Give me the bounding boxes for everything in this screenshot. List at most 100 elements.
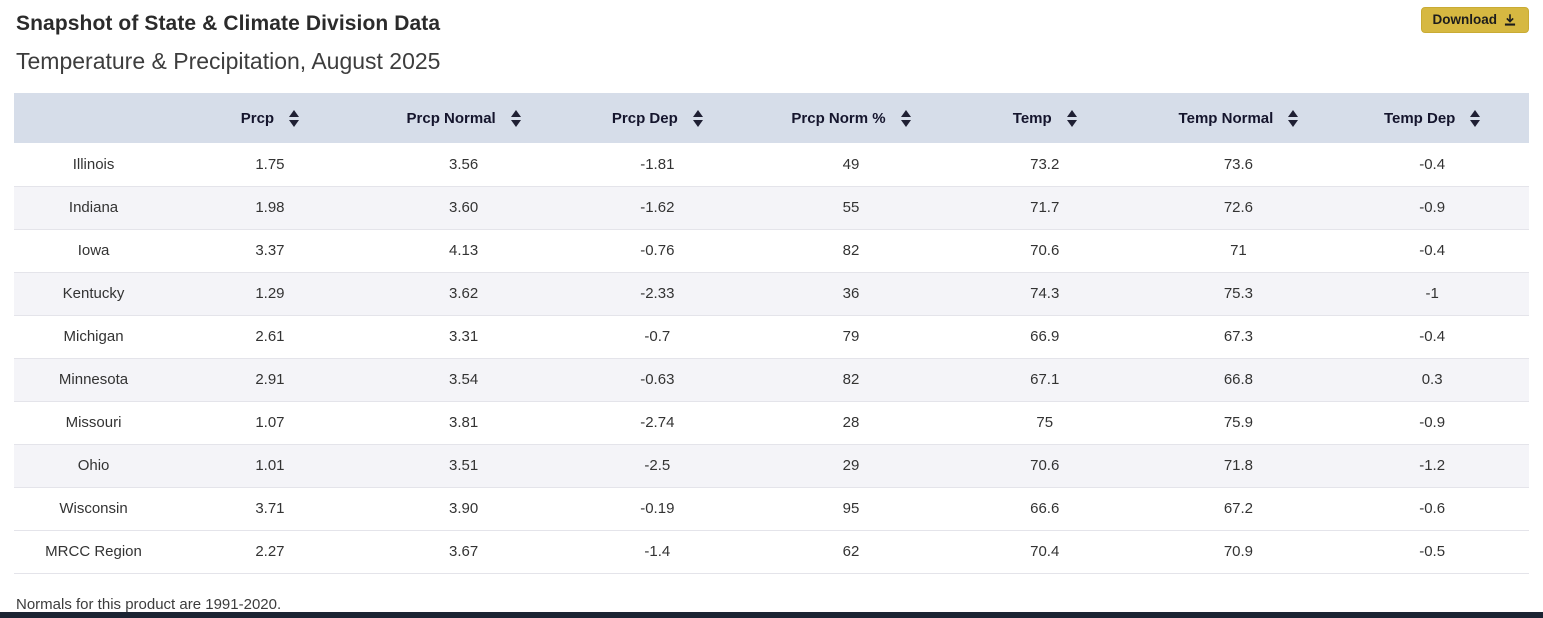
value-cell: 3.51 <box>449 457 479 474</box>
value-cell: 29 <box>842 457 860 474</box>
column-header-label: Prcp Dep <box>611 109 678 127</box>
value-cell: 55 <box>842 199 860 216</box>
value-cell: 1.29 <box>255 285 285 302</box>
sort-asc-icon <box>1066 109 1077 117</box>
value-cell: -1.4 <box>644 543 671 560</box>
download-button[interactable]: Download <box>1420 7 1529 33</box>
value-cell: 75 <box>1036 414 1054 431</box>
bottom-bar <box>0 612 1543 618</box>
sort-asc-icon <box>289 109 300 117</box>
value-cell: -0.7 <box>644 328 671 345</box>
column-header-label: Prcp Normal <box>406 109 496 127</box>
state-cell: Wisconsin <box>59 500 128 517</box>
column-header-prcp-normal[interactable]: Prcp Normal <box>366 93 561 143</box>
value-cell: 70.4 <box>1030 543 1060 560</box>
column-header-temp[interactable]: Temp <box>947 93 1142 143</box>
download-button-label: Download <box>1432 12 1498 27</box>
value-cell: -1.62 <box>640 199 675 216</box>
sort-desc-icon <box>692 119 703 127</box>
sort-icon <box>1288 109 1299 127</box>
value-cell: 95 <box>842 500 860 517</box>
value-cell: 3.31 <box>449 328 479 345</box>
column-header-label: Temp Normal <box>1178 109 1274 127</box>
value-cell: 3.54 <box>449 371 479 388</box>
sort-desc-icon <box>900 119 911 127</box>
value-cell: 70.6 <box>1030 457 1060 474</box>
value-cell: 2.91 <box>255 371 285 388</box>
sort-desc-icon <box>1470 119 1481 127</box>
sort-desc-icon <box>1066 119 1077 127</box>
state-cell: MRCC Region <box>45 543 142 560</box>
value-cell: -0.4 <box>1419 155 1446 173</box>
value-cell: -2.5 <box>644 457 671 474</box>
value-cell: 3.37 <box>255 242 285 259</box>
value-cell: -0.4 <box>1419 328 1446 345</box>
value-cell: -0.9 <box>1419 199 1446 216</box>
column-header-temp-normal[interactable]: Temp Normal <box>1141 93 1336 143</box>
column-header-prcp[interactable]: Prcp <box>173 93 367 143</box>
column-header-prcp-norm[interactable]: Prcp Norm % <box>754 93 948 143</box>
table-row: Ohio 1.01 3.51 -2.5 29 70.6 71.8 -1.2 <box>14 444 1529 487</box>
value-cell: 1.75 <box>255 155 285 173</box>
column-header-label: Prcp Norm % <box>791 109 886 127</box>
sort-asc-icon <box>692 109 703 117</box>
value-cell: 71 <box>1230 242 1247 259</box>
value-cell: -1.2 <box>1419 457 1446 474</box>
value-cell: -0.19 <box>640 500 675 517</box>
state-cell: Missouri <box>65 414 122 431</box>
value-cell: 82 <box>842 371 860 388</box>
sort-icon <box>1470 109 1481 127</box>
value-cell: 3.90 <box>449 500 479 517</box>
value-cell: 3.62 <box>449 285 479 302</box>
sort-asc-icon <box>900 109 911 117</box>
value-cell: 74.3 <box>1030 285 1060 302</box>
value-cell: 4.13 <box>449 242 479 259</box>
value-cell: -1.81 <box>640 155 675 173</box>
table-row: Wisconsin 3.71 3.90 -0.19 95 66.6 67.2 -0.6 <box>14 487 1529 530</box>
value-cell: 1.01 <box>255 457 285 474</box>
sort-asc-icon <box>1288 109 1299 117</box>
download-icon <box>1503 13 1517 27</box>
value-cell: 70.9 <box>1223 543 1254 560</box>
sort-desc-icon <box>510 119 521 127</box>
value-cell: -2.33 <box>640 285 675 302</box>
value-cell: -0.76 <box>640 242 675 259</box>
column-header-label: Prcp <box>240 109 275 127</box>
value-cell: 28 <box>842 414 860 431</box>
state-cell: Iowa <box>77 242 110 259</box>
page-subtitle: Temperature & Precipitation, August 2025 <box>16 48 441 74</box>
value-cell: 75.9 <box>1223 414 1254 431</box>
sort-desc-icon <box>289 119 300 127</box>
value-cell: 3.56 <box>449 155 479 173</box>
value-cell: 72.6 <box>1223 199 1254 216</box>
value-cell: 73.2 <box>1030 155 1060 173</box>
value-cell: 2.27 <box>255 543 285 560</box>
value-cell: 66.8 <box>1223 371 1254 388</box>
value-cell: 62 <box>842 543 860 560</box>
value-cell: 73.6 <box>1223 155 1254 173</box>
table-row: Michigan 2.61 3.31 -0.7 79 66.9 67.3 -0.4 <box>14 315 1529 358</box>
state-cell: Ohio <box>77 457 110 474</box>
value-cell: 71.7 <box>1030 199 1060 216</box>
value-cell: 36 <box>842 285 860 302</box>
value-cell: 1.98 <box>255 199 285 216</box>
sort-asc-icon <box>510 109 521 117</box>
value-cell: 3.67 <box>449 543 479 560</box>
value-cell: -0.6 <box>1419 500 1446 517</box>
value-cell: 71.8 <box>1223 457 1254 474</box>
state-cell: Michigan <box>63 328 124 345</box>
normals-footnote: Normals for this product are 1991-2020. <box>16 595 282 613</box>
sort-desc-icon <box>1288 119 1299 127</box>
value-cell: 66.6 <box>1030 500 1060 517</box>
sort-icon <box>289 109 300 127</box>
column-header-prcp-dep[interactable]: Prcp Dep <box>560 93 755 143</box>
column-header-temp-dep[interactable]: Temp Dep <box>1335 93 1529 143</box>
table-row: Minnesota 2.91 3.54 -0.63 82 67.1 66.8 0.3 <box>14 358 1529 401</box>
table-header-row: Prcp Prcp Normal Prcp Dep Prcp Norm % Temp Te… <box>14 93 1529 143</box>
value-cell: 1.07 <box>255 414 285 431</box>
value-cell: -0.9 <box>1419 414 1446 431</box>
value-cell: -1 <box>1425 285 1439 302</box>
sort-icon <box>692 109 703 127</box>
value-cell: 79 <box>842 328 860 345</box>
